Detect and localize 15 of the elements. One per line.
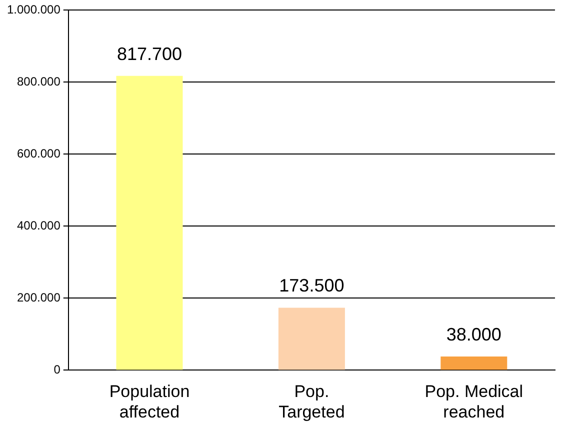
bar <box>440 356 508 370</box>
data-label: 38.000 <box>446 324 502 344</box>
y-tick-label: 800.000 <box>16 74 61 89</box>
x-tick-label: Pop. Medical reached <box>424 382 524 422</box>
bar <box>278 308 345 370</box>
x-tick-label: Pop. Targeted <box>278 382 345 422</box>
y-tick-label: 600.000 <box>16 146 61 161</box>
y-tick-label: 0 <box>54 362 61 377</box>
y-tick-label: 400.000 <box>16 218 61 233</box>
x-tick-label: Population affected <box>109 382 190 422</box>
bar <box>116 76 183 370</box>
y-tick-label: 200.000 <box>16 290 61 305</box>
data-label: 173.500 <box>279 276 344 296</box>
data-label: 817.700 <box>116 44 182 64</box>
y-tick-label: 1.000.000 <box>6 2 61 17</box>
